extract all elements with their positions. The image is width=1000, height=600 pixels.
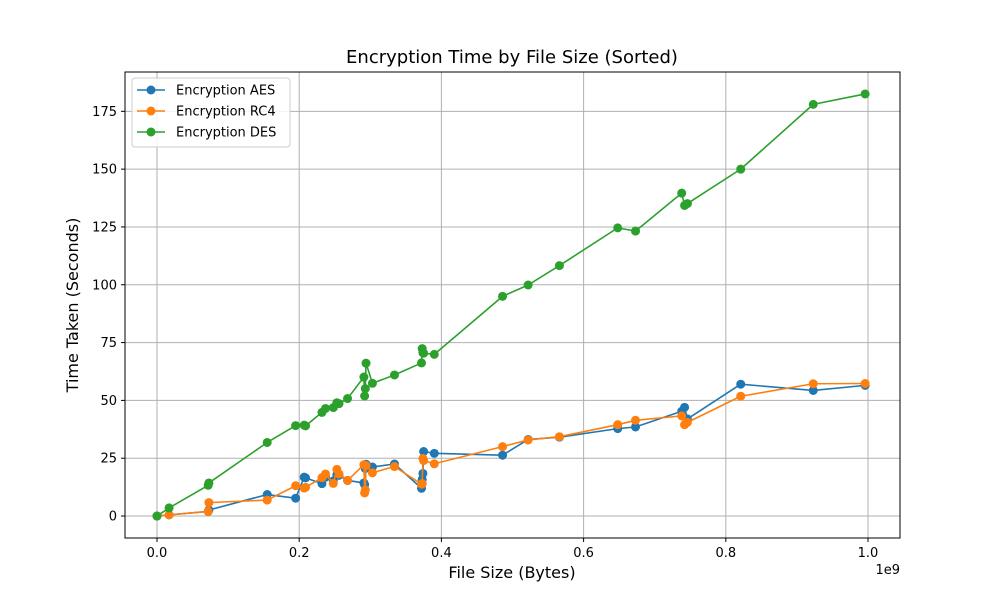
data-point-encryption-rc4 [429,459,439,469]
data-point-encryption-rc4 [334,469,344,479]
data-point-encryption-des [262,437,272,447]
data-point-encryption-des [334,399,344,409]
data-point-encryption-des [416,358,426,368]
data-point-encryption-rc4 [361,461,371,471]
legend: Encryption AES Encryption RC4 Encryption D… [131,77,291,148]
data-point-encryption-rc4 [554,432,564,442]
chart-title: Encryption Time by File Size (Sorted) [346,47,678,68]
legend-label-encryption-des: Encryption DES [176,126,276,141]
data-point-encryption-des [301,421,311,431]
data-point-encryption-des [164,503,174,513]
data-point-encryption-des [204,478,214,488]
data-point-encryption-rc4 [343,475,353,485]
data-point-encryption-rc4 [682,417,692,427]
y-tick-label: 75 [100,336,117,351]
y-tick-label: 125 [92,220,117,235]
data-point-encryption-des [291,421,301,431]
data-point-encryption-aes [680,402,690,412]
data-point-encryption-des [419,348,429,358]
data-point-encryption-des [613,223,623,233]
data-point-encryption-aes [498,450,508,460]
data-point-encryption-rc4 [613,420,623,430]
data-point-encryption-rc4 [417,479,427,489]
y-tick-label: 0 [109,510,117,525]
data-point-encryption-des [429,349,439,359]
y-tick-label: 25 [100,452,117,467]
data-point-encryption-rc4 [808,379,818,389]
legend-label-encryption-aes: Encryption AES [176,84,275,99]
data-point-encryption-rc4 [328,478,338,488]
data-point-encryption-des [360,391,370,401]
data-point-encryption-des [677,188,687,198]
series-encryption-rc4 [152,379,870,521]
x-tick-label: 0.4 [431,546,452,561]
data-point-encryption-rc4 [419,456,429,466]
data-point-encryption-aes [429,448,439,458]
data-point-encryption-des [359,372,369,382]
legend-marker-encryption-rc4 [146,106,156,116]
series-encryption-des [152,89,870,521]
y-tick-label: 175 [92,105,117,120]
data-point-encryption-des [152,511,162,521]
x-tick-label: 0.0 [147,546,168,561]
x-tick-label: 0.8 [715,546,736,561]
data-point-encryption-rc4 [164,510,174,520]
data-point-encryption-des [631,226,641,236]
data-point-encryption-des [860,89,870,99]
x-axis-offset-label: 1e9 [875,563,900,578]
data-point-encryption-aes [736,379,746,389]
data-point-encryption-rc4 [736,391,746,401]
data-point-encryption-aes [291,493,301,503]
data-point-encryption-rc4 [677,411,687,421]
y-tick-label: 50 [100,394,117,409]
legend-marker-encryption-des [146,127,156,137]
data-point-encryption-rc4 [301,482,311,492]
data-point-encryption-rc4 [360,485,370,495]
data-point-encryption-des [367,378,377,388]
data-point-encryption-rc4 [321,469,331,479]
data-point-encryption-rc4 [631,415,641,425]
data-point-encryption-des [554,261,564,271]
grid-lines [125,72,900,538]
data-point-encryption-rc4 [523,435,533,445]
data-point-encryption-aes [301,473,311,483]
y-axis-label: Time Taken (Seconds) [63,218,82,394]
data-point-encryption-des [360,384,370,394]
x-tick-label: 0.2 [289,546,310,561]
y-tick-label: 100 [92,278,117,293]
data-point-encryption-des [498,291,508,301]
data-point-encryption-rc4 [203,506,213,516]
x-tick-label: 1.0 [858,546,879,561]
data-point-encryption-aes [419,447,429,457]
data-point-encryption-des [361,358,371,368]
data-point-encryption-rc4 [389,462,399,472]
series-layer [152,89,870,521]
axis-ticks: 0.0 0.2 0.4 0.6 0.8 1.0 0 25 50 75 100 125 150 175 [92,105,878,561]
legend-marker-encryption-aes [146,85,156,95]
data-point-encryption-des [736,164,746,174]
series-line-encryption-des [156,93,866,517]
legend-label-encryption-rc4: Encryption RC4 [176,105,276,120]
data-point-encryption-des [523,280,533,290]
data-point-encryption-des [321,403,331,413]
data-point-encryption-rc4 [262,495,272,505]
plot-area [124,71,901,539]
data-point-encryption-rc4 [367,468,377,478]
data-point-encryption-rc4 [860,379,870,389]
data-point-encryption-rc4 [291,481,301,491]
x-tick-label: 0.6 [573,546,594,561]
data-point-encryption-rc4 [498,442,508,452]
x-axis-label: File Size (Bytes) [448,563,575,582]
legend-box [131,77,291,148]
data-point-encryption-des [389,370,399,380]
data-point-encryption-des [808,99,818,109]
data-point-encryption-aes [631,422,641,432]
data-point-encryption-aes [808,385,818,395]
data-point-encryption-rc4 [204,498,214,508]
y-tick-label: 150 [92,163,117,178]
data-point-encryption-des [343,394,353,404]
data-point-encryption-des [682,199,692,209]
